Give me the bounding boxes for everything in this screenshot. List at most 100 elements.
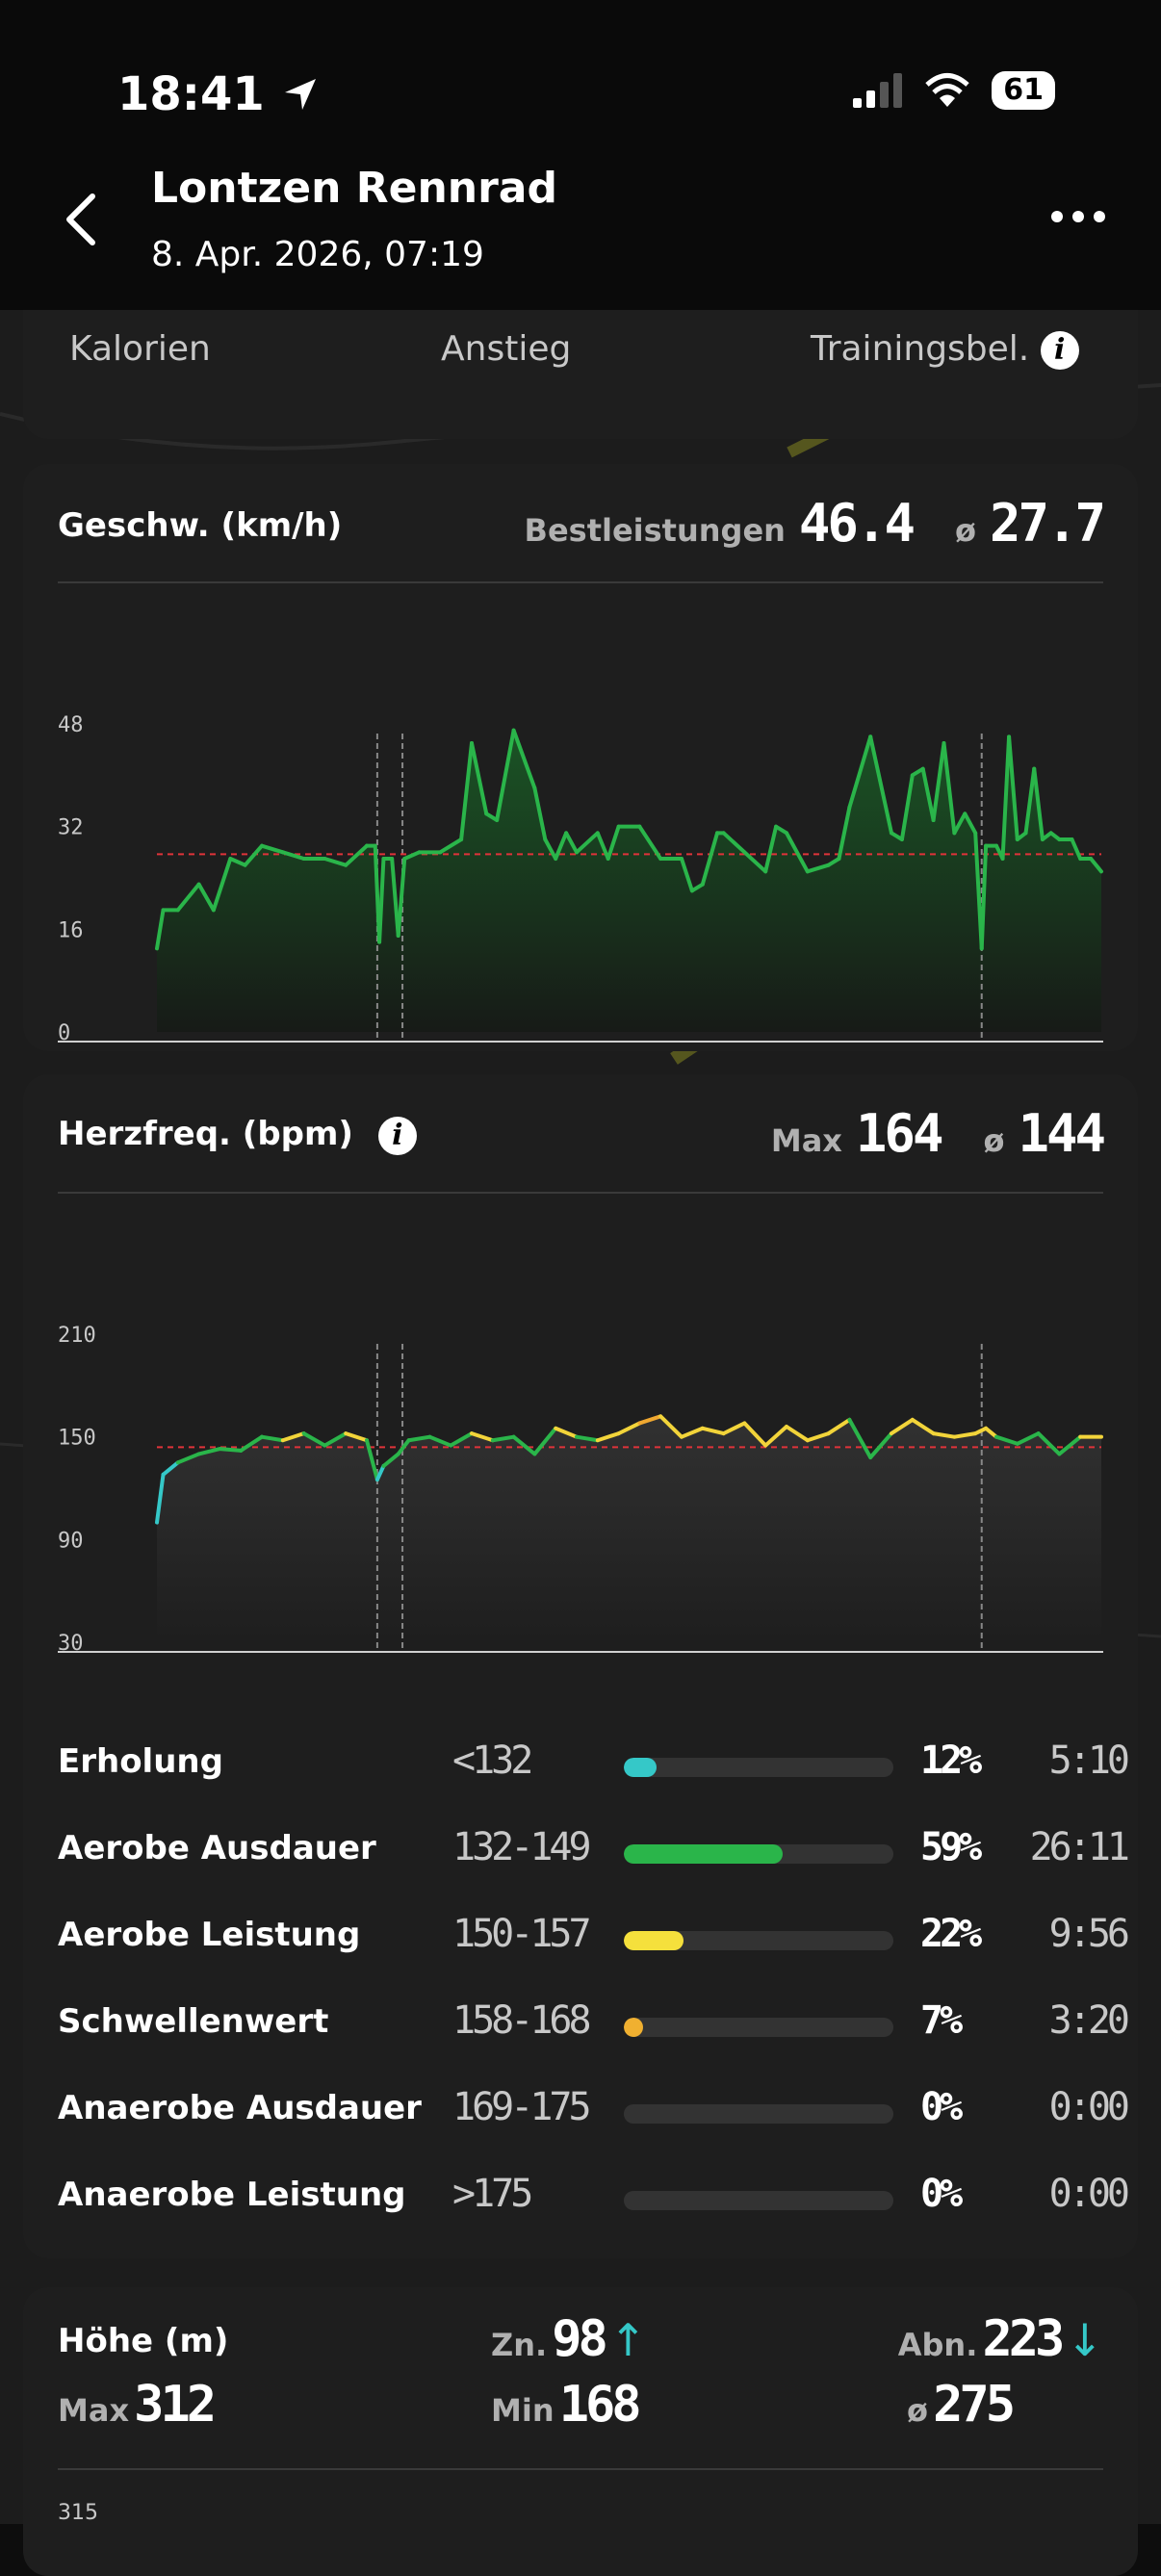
zone-percent: 0% — [920, 2172, 963, 2216]
zone-name: Aerobe Ausdauer — [58, 1829, 376, 1868]
zone-range: <132 — [452, 1739, 533, 1783]
series-line-segment — [459, 741, 474, 841]
series-line-segment — [785, 831, 810, 874]
series-line-segment — [377, 857, 386, 944]
heart-rate-max-label: Max — [770, 1122, 842, 1159]
top-bar: 18:41 61 Lontzen Rennrad 8. Apr. 2026, 0… — [0, 0, 1161, 310]
arrow-up-icon: ↑ — [608, 2314, 647, 2366]
altitude-min-label: Min — [491, 2392, 555, 2429]
zone-time: 5:10 — [1048, 1739, 1130, 1783]
series-line-segment — [301, 1431, 327, 1448]
series-line-segment — [511, 1434, 537, 1456]
series-line-segment — [837, 805, 852, 861]
series-line-segment — [763, 824, 779, 874]
series-line-segment — [910, 1417, 936, 1436]
series-line-segment — [218, 1447, 244, 1453]
series-line-segment — [721, 831, 747, 855]
y-tick-label: 48 — [58, 713, 84, 737]
chevron-left-icon — [66, 193, 95, 245]
speed-avg-value: 27.7 — [989, 493, 1106, 554]
back-button[interactable] — [58, 191, 106, 248]
series-line-segment — [344, 1431, 369, 1443]
series-line-segment — [396, 1438, 411, 1456]
signal-icon — [853, 73, 903, 108]
heart-rate-stats: Max 164 ø 144 — [770, 1103, 1106, 1164]
series-line-segment — [438, 837, 464, 855]
zone-percent: 7% — [920, 1998, 963, 2043]
series-line-segment — [280, 850, 306, 861]
series-line-segment — [994, 1434, 1019, 1446]
series-line-segment — [1089, 857, 1103, 874]
series-line-segment — [243, 843, 264, 867]
series-line-segment — [1007, 734, 1019, 841]
summary-label-anstieg: Anstieg — [441, 329, 572, 369]
speed-chart[interactable]: 48321600153045 — [23, 589, 1138, 1051]
series-line-segment — [952, 1431, 978, 1439]
page-title: Lontzen Rennrad — [151, 164, 557, 213]
summary-label-text: Trainingsbel. — [811, 329, 1030, 369]
more-dot-icon — [1072, 211, 1084, 222]
info-icon[interactable]: i — [377, 1116, 417, 1155]
series-line-segment — [470, 1431, 495, 1443]
series-line-segment — [805, 1431, 831, 1443]
zone-name: Aerobe Leistung — [58, 1916, 361, 1954]
series-line-segment — [963, 811, 978, 836]
series-line-segment — [785, 1425, 810, 1443]
speed-avg-symbol: ø — [954, 512, 976, 549]
altitude-descent: Abn. 223 ↓ — [898, 2310, 1103, 2368]
series-line-segment — [920, 766, 936, 822]
status-icons: 61 — [853, 71, 1055, 110]
series-line-segment — [774, 824, 788, 836]
zone-bar — [624, 2104, 893, 2124]
series-line-segment — [658, 1414, 684, 1439]
heart-rate-chart[interactable]: 21015090300153045 — [23, 1199, 1138, 1662]
y-tick-label: 210 — [58, 1324, 96, 1348]
series-line-segment — [868, 1431, 893, 1459]
series-line-segment — [931, 1431, 957, 1439]
zone-time: 9:56 — [1048, 1912, 1130, 1956]
series-line-segment — [942, 741, 957, 836]
status-time-text: 18:41 — [117, 67, 265, 121]
info-icon[interactable]: i — [1040, 331, 1079, 370]
zone-time: 0:00 — [1048, 2172, 1130, 2216]
zone-percent: 12% — [920, 1739, 982, 1783]
more-dot-icon — [1051, 211, 1063, 222]
altitude-max-value: 312 — [134, 2376, 217, 2434]
zone-bar — [624, 1931, 893, 1950]
y-tick-label: 0 — [58, 1021, 70, 1045]
series-line-segment — [899, 773, 915, 841]
zone-row: Aerobe Leistung 150-157 22% 9:56 — [58, 1910, 1130, 1968]
altitude-avg-value: 275 — [933, 2376, 1016, 2434]
altitude-max: Max 312 — [58, 2376, 217, 2434]
series-line-segment — [175, 1452, 201, 1465]
series-line-segment — [1057, 1434, 1083, 1456]
altitude-max-label: Max — [58, 2392, 130, 2429]
series-line-segment — [1070, 837, 1083, 861]
status-time: 18:41 — [117, 67, 320, 121]
altitude-avg-symbol: ø — [907, 2392, 928, 2429]
series-line-segment — [689, 882, 705, 893]
series-line-segment — [427, 1434, 453, 1448]
series-line-segment — [406, 1434, 432, 1443]
series-line-segment — [470, 741, 489, 816]
series-line-segment — [155, 1472, 166, 1525]
series-line-segment — [742, 850, 768, 874]
speed-divider — [58, 581, 1103, 583]
series-line-segment — [680, 1426, 705, 1439]
series-line-segment — [228, 857, 247, 867]
zone-percent: 0% — [920, 2085, 963, 2129]
y-tick-label: 90 — [58, 1529, 84, 1553]
wifi-icon — [925, 73, 969, 107]
series-area — [157, 730, 1101, 1032]
series-line-segment — [805, 863, 831, 874]
series-line-segment — [322, 857, 348, 867]
more-options-button[interactable] — [1051, 197, 1109, 236]
zone-name: Schwellenwert — [58, 2002, 329, 2041]
heart-rate-max-value: 164 — [855, 1103, 944, 1164]
series-line-segment — [280, 1431, 306, 1443]
zone-range: 150-157 — [452, 1912, 592, 1956]
zone-bar-fill — [624, 2018, 643, 2037]
series-line-segment — [532, 1426, 558, 1456]
series-line-segment — [680, 857, 694, 893]
series-line-segment — [742, 1421, 768, 1448]
